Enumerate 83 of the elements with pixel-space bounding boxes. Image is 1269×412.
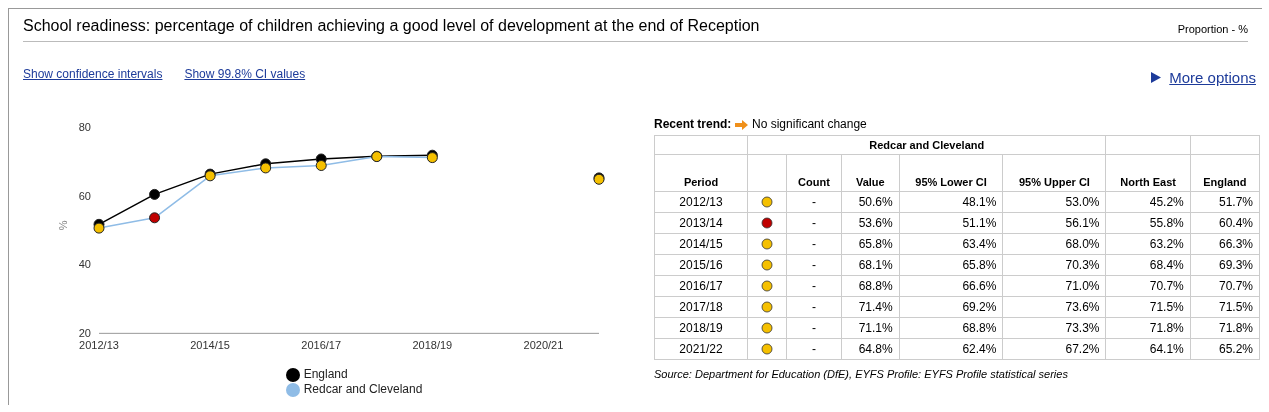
text: 95% Upper CI — [1002, 154, 1106, 192]
text: Count — [786, 154, 842, 192]
text: Proportion - % — [1177, 23, 1248, 35]
data-label: - — [786, 191, 842, 213]
data-label: - — [786, 296, 842, 318]
category-label: 2012/13 — [654, 191, 748, 213]
text: 95% Lower CI — [899, 154, 1003, 192]
text: More options — [1169, 69, 1256, 86]
source-note: Source: Department for Education (DfE), EYFS Profile: EYFS Profile statistical series — [654, 368, 1069, 380]
x-tick-label: 2014/15 — [190, 339, 230, 352]
data-label: 56.1% — [1002, 212, 1106, 234]
data-label: 48.1% — [899, 191, 1003, 213]
data-label: 71.5% — [1105, 296, 1191, 318]
text: Value — [841, 154, 900, 192]
legend-label: England — [303, 367, 348, 382]
data-label: 53.6% — [841, 212, 900, 234]
data-label: - — [786, 317, 842, 339]
chart-title: School readiness: percentage of children achieving a good level of development at the end of Reception — [23, 17, 760, 35]
category-label: 2015/16 — [654, 254, 748, 276]
data-label: 65.8% — [899, 254, 1003, 276]
data-label: 68.4% — [1105, 254, 1191, 276]
y-tick-label: 60 — [78, 189, 91, 202]
data-label: - — [786, 212, 842, 234]
data-label: 68.8% — [899, 317, 1003, 339]
text: Show 99.8% CI values — [184, 67, 306, 81]
data-label: 64.8% — [841, 338, 900, 360]
data-label: 71.1% — [841, 317, 900, 339]
data-label: 73.3% — [1002, 317, 1106, 339]
text: North East — [1105, 154, 1191, 192]
data-label: - — [786, 233, 842, 255]
data-label: 70.7% — [1105, 275, 1191, 297]
legend-label: Redcar and Cleveland — [303, 382, 423, 397]
data-label: 70.3% — [1002, 254, 1106, 276]
data-label: 73.6% — [1002, 296, 1106, 318]
data-label: 51.7% — [1190, 191, 1260, 213]
x-tick-label: 2018/19 — [412, 339, 453, 352]
data-label: - — [786, 254, 842, 276]
data-label: 71.5% — [1190, 296, 1260, 318]
data-label: 71.8% — [1190, 317, 1260, 339]
y-axis-title: % — [56, 220, 69, 231]
category-label: 2014/15 — [654, 233, 748, 255]
x-tick-label: 2012/13 — [79, 339, 119, 352]
category-label: 2021/22 — [654, 338, 748, 360]
data-label: 55.8% — [1105, 212, 1191, 234]
data-label: 62.4% — [899, 338, 1003, 360]
category-label: 2016/17 — [654, 275, 748, 297]
data-label: 71.8% — [1105, 317, 1191, 339]
data-label: 70.7% — [1190, 275, 1260, 297]
text: Show confidence intervals — [23, 67, 163, 81]
data-label: 69.2% — [899, 296, 1003, 318]
x-tick-label: 2020/21 — [523, 339, 564, 352]
data-label: 68.1% — [841, 254, 900, 276]
x-tick-label: 2016/17 — [301, 339, 342, 352]
data-label: 67.2% — [1002, 338, 1106, 360]
data-label: 63.4% — [899, 233, 1003, 255]
data-label: 69.3% — [1190, 254, 1260, 276]
data-label: 50.6% — [841, 191, 900, 213]
data-label: 65.8% — [841, 233, 900, 255]
y-tick-label: 20 — [78, 327, 91, 340]
data-label: 68.8% — [841, 275, 900, 297]
category-label: 2013/14 — [654, 212, 748, 234]
text: No significant change — [752, 117, 867, 131]
category-label: 2017/18 — [654, 296, 748, 318]
data-label: 51.1% — [899, 212, 1003, 234]
data-label: 63.2% — [1105, 233, 1191, 255]
data-label: 60.4% — [1190, 212, 1260, 234]
y-tick-label: 40 — [78, 258, 91, 271]
text: Period — [654, 154, 748, 192]
data-label: 45.2% — [1105, 191, 1191, 213]
data-label: 65.2% — [1190, 338, 1260, 360]
data-label: - — [786, 275, 842, 297]
data-label: 53.0% — [1002, 191, 1106, 213]
data-label: 68.0% — [1002, 233, 1106, 255]
data-label: 66.3% — [1190, 233, 1260, 255]
data-label: 64.1% — [1105, 338, 1191, 360]
data-label: 71.0% — [1002, 275, 1106, 297]
data-label: 71.4% — [841, 296, 900, 318]
data-label: 66.6% — [899, 275, 1003, 297]
legend-title: Redcar and Cleveland — [747, 135, 1106, 155]
text: England — [1190, 154, 1260, 192]
text: Recent trend: — [654, 117, 732, 131]
y-tick-label: 80 — [78, 120, 91, 133]
data-label: - — [786, 338, 842, 360]
